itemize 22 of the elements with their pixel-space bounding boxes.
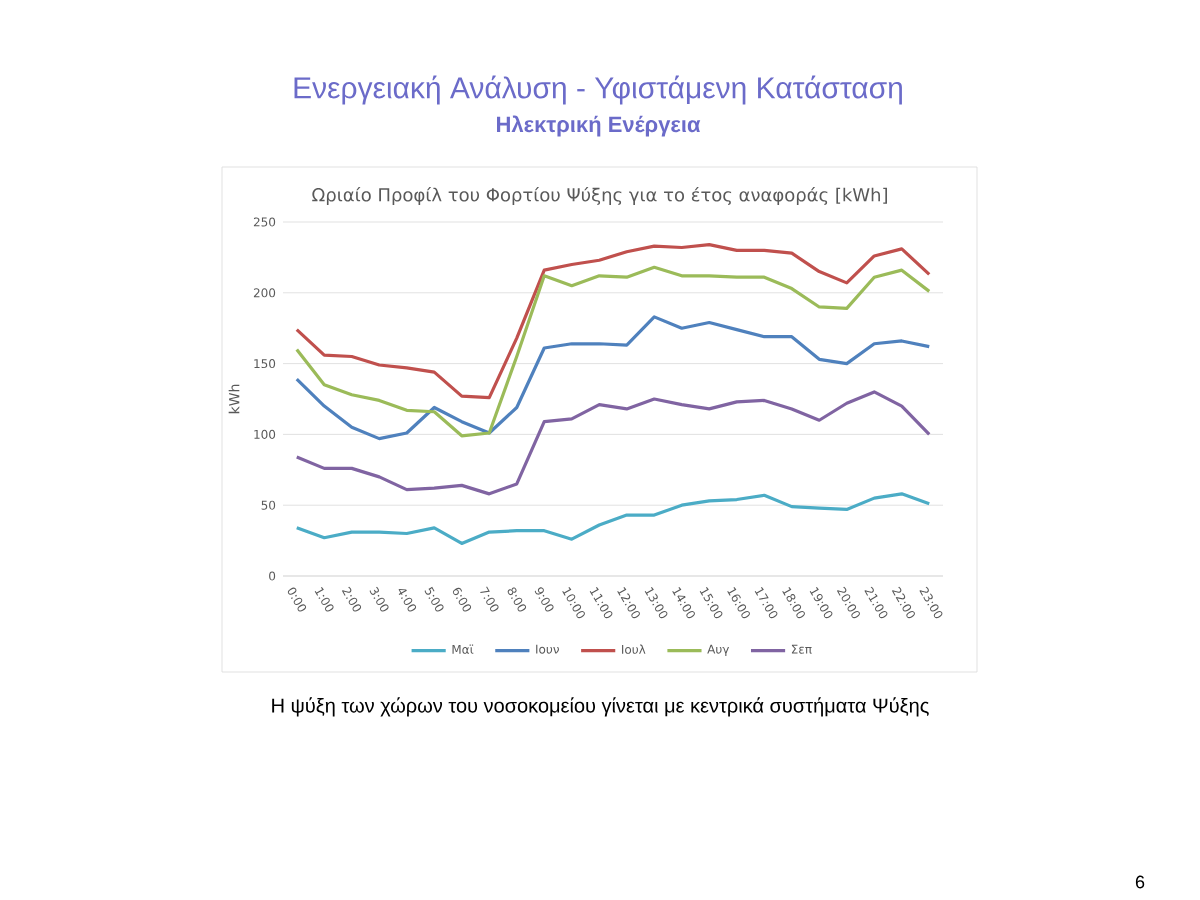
text: Η ψύξη των χώρων του νοσοκομείου γίνεται με κεντρικά συστήματα Ψύξης [272, 697, 929, 717]
legend-label: Αυγ [707, 644, 730, 657]
y-tick-label: 150 [254, 359, 276, 369]
chart-title: Ενεργειακή Ανάλυση - Υφιστάμενη Κατάσταση [294, 75, 902, 105]
line-series [295, 315, 931, 441]
y-tick-label: 50 [261, 500, 276, 510]
line-series [295, 492, 931, 546]
y-axis-title: kWh [228, 384, 240, 414]
text: Ωριαίο Προφίλ του Φορτίου Ψύξης για το έτος αναφοράς [kWh] [312, 186, 887, 206]
y-tick-label: 250 [253, 217, 276, 227]
chart-subtitle: Ηλεκτρική Ενέργεια [497, 115, 701, 137]
line-series [295, 390, 931, 496]
text: 6 [1135, 875, 1145, 889]
y-tick-label: 0 [269, 571, 276, 581]
legend-label: Ιουν [536, 644, 559, 654]
y-tick-label: 100 [254, 429, 276, 439]
legend-label: Μαϊ [452, 644, 474, 654]
line-series [295, 243, 931, 400]
y-tick-label: 200 [253, 288, 276, 298]
legend-label: Σεπ [791, 644, 812, 654]
legend-label: Ιουλ [622, 644, 646, 654]
line-series [295, 265, 931, 438]
